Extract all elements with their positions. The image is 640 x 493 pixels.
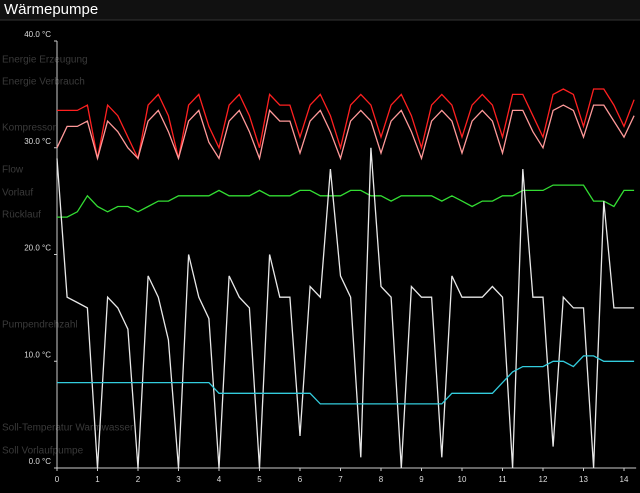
series-line (56, 147, 635, 469)
top-bar (0, 0, 640, 20)
x-tick-label: 1 (95, 475, 100, 484)
x-tick-label: 2 (136, 475, 141, 484)
page-title: Wärmepumpe (4, 1, 98, 18)
sidebar-item: Rücklauf (2, 210, 41, 221)
sidebar-item: Energie Verbrauch (2, 77, 85, 88)
y-tick-label: 0.0 °C (29, 457, 52, 466)
sidebar-item: Energie Erzeugung (2, 55, 88, 66)
y-tick-label: 10.0 °C (24, 350, 51, 359)
x-tick-label: 8 (379, 475, 384, 484)
x-tick-label: 5 (257, 475, 262, 484)
y-tick-label: 30.0 °C (24, 137, 51, 146)
x-tick-label: 4 (217, 475, 222, 484)
x-tick-label: 9 (419, 475, 424, 484)
x-tick-label: 11 (498, 475, 507, 484)
sidebar-item: Flow (2, 165, 24, 176)
x-tick-label: 13 (579, 475, 588, 484)
sidebar-item: Soll-Temperatur Warmwasser (2, 423, 134, 434)
sidebar-item: Soll Vorlaufpumpe (2, 446, 84, 457)
series-line (57, 88, 635, 161)
sidebar-item: Kompressor (2, 123, 57, 134)
sidebar-item: Pumpendrehzahl (2, 320, 78, 331)
y-tick-label: 40.0 °C (24, 30, 51, 39)
x-tick-label: 6 (298, 475, 303, 484)
series-line (56, 104, 635, 161)
x-tick-label: 12 (539, 475, 548, 484)
sidebar-item: Vorlauf (2, 188, 33, 199)
series-line (57, 355, 635, 405)
x-tick-label: 10 (458, 475, 467, 484)
x-tick-label: 0 (55, 475, 60, 484)
series-line (57, 184, 635, 218)
x-tick-label: 14 (620, 475, 629, 484)
x-tick-label: 3 (176, 475, 181, 484)
x-tick-label: 7 (338, 475, 343, 484)
y-tick-label: 20.0 °C (24, 244, 51, 253)
